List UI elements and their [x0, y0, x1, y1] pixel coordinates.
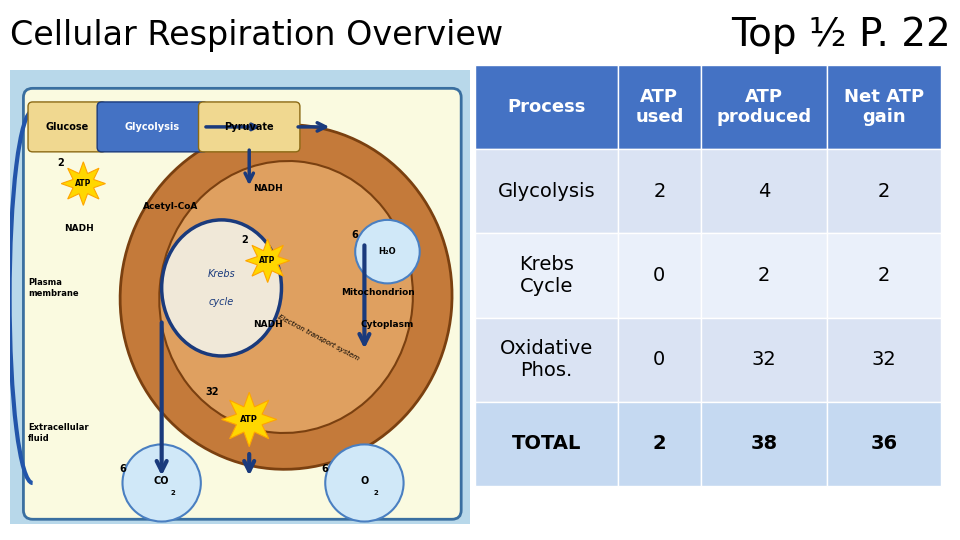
- Text: ATP: ATP: [75, 179, 91, 188]
- Text: Cytoplasm: Cytoplasm: [361, 320, 414, 329]
- FancyBboxPatch shape: [827, 233, 941, 318]
- Text: Krebs
Cycle: Krebs Cycle: [519, 255, 574, 296]
- Ellipse shape: [120, 125, 452, 469]
- Text: 38: 38: [751, 434, 778, 454]
- FancyBboxPatch shape: [701, 149, 827, 233]
- Text: CO: CO: [154, 476, 169, 485]
- Text: Mitochondrion: Mitochondrion: [342, 288, 415, 297]
- Text: 6: 6: [351, 231, 358, 240]
- FancyBboxPatch shape: [475, 233, 618, 318]
- FancyBboxPatch shape: [701, 402, 827, 486]
- FancyBboxPatch shape: [618, 233, 701, 318]
- Text: NADH: NADH: [252, 184, 282, 193]
- FancyBboxPatch shape: [827, 402, 941, 486]
- Text: 32: 32: [205, 387, 219, 397]
- Text: O: O: [360, 476, 369, 485]
- FancyBboxPatch shape: [701, 65, 827, 149]
- FancyBboxPatch shape: [701, 318, 827, 402]
- Text: ATP: ATP: [240, 415, 258, 424]
- Text: Extracellular
fluid: Extracellular fluid: [28, 423, 88, 443]
- Text: 2: 2: [877, 181, 890, 201]
- FancyBboxPatch shape: [475, 149, 618, 233]
- Text: 4: 4: [757, 181, 770, 201]
- Circle shape: [123, 444, 201, 522]
- Text: TOTAL: TOTAL: [512, 434, 581, 454]
- FancyBboxPatch shape: [5, 66, 475, 528]
- Polygon shape: [222, 392, 276, 447]
- Text: Cellular Respiration Overview: Cellular Respiration Overview: [10, 18, 503, 52]
- FancyBboxPatch shape: [827, 318, 941, 402]
- Text: Glycolysis: Glycolysis: [125, 122, 180, 132]
- FancyBboxPatch shape: [618, 402, 701, 486]
- Polygon shape: [61, 162, 106, 205]
- Text: 2: 2: [241, 235, 248, 245]
- Text: Oxidative
Phos.: Oxidative Phos.: [500, 339, 593, 380]
- Text: 2: 2: [757, 266, 770, 285]
- Polygon shape: [246, 239, 290, 282]
- FancyBboxPatch shape: [475, 318, 618, 402]
- FancyBboxPatch shape: [701, 233, 827, 318]
- Text: Plasma
membrane: Plasma membrane: [28, 278, 79, 298]
- Text: 32: 32: [752, 350, 777, 369]
- Text: Electron transport system: Electron transport system: [276, 314, 360, 362]
- Text: Glycolysis: Glycolysis: [497, 181, 595, 201]
- Text: 32: 32: [872, 350, 897, 369]
- Text: 36: 36: [871, 434, 898, 454]
- Text: 2: 2: [57, 158, 63, 168]
- Text: 0: 0: [653, 350, 665, 369]
- Text: 6: 6: [119, 464, 126, 474]
- Text: NADH: NADH: [64, 225, 93, 233]
- Text: ATP: ATP: [259, 256, 276, 265]
- Text: 2: 2: [171, 490, 176, 496]
- FancyBboxPatch shape: [618, 318, 701, 402]
- Text: 2: 2: [373, 490, 378, 496]
- Text: ATP
produced: ATP produced: [716, 87, 811, 126]
- Text: 6: 6: [321, 464, 327, 474]
- Text: Glucose: Glucose: [45, 122, 89, 132]
- FancyBboxPatch shape: [618, 149, 701, 233]
- FancyBboxPatch shape: [28, 102, 107, 152]
- FancyBboxPatch shape: [23, 89, 461, 519]
- Circle shape: [325, 444, 403, 522]
- FancyBboxPatch shape: [827, 65, 941, 149]
- FancyBboxPatch shape: [618, 65, 701, 149]
- Circle shape: [355, 220, 420, 284]
- FancyBboxPatch shape: [475, 402, 618, 486]
- Text: ATP
used: ATP used: [636, 87, 684, 126]
- Text: 2: 2: [877, 266, 890, 285]
- FancyBboxPatch shape: [827, 149, 941, 233]
- FancyBboxPatch shape: [475, 65, 618, 149]
- Ellipse shape: [161, 220, 281, 356]
- FancyBboxPatch shape: [199, 102, 300, 152]
- Text: Krebs: Krebs: [207, 269, 235, 279]
- Text: NADH: NADH: [252, 320, 282, 329]
- Text: Pyruvate: Pyruvate: [225, 122, 274, 132]
- Text: Acetyl-CoA: Acetyl-CoA: [143, 202, 199, 211]
- Ellipse shape: [159, 161, 413, 433]
- Text: H₂O: H₂O: [378, 247, 396, 256]
- Text: 2: 2: [653, 181, 665, 201]
- FancyBboxPatch shape: [97, 102, 207, 152]
- Text: 0: 0: [653, 266, 665, 285]
- Text: Net ATP
gain: Net ATP gain: [844, 87, 924, 126]
- Text: cycle: cycle: [209, 296, 234, 307]
- Text: Process: Process: [507, 98, 586, 116]
- Text: Top ½ P. 22: Top ½ P. 22: [731, 16, 950, 54]
- Text: 2: 2: [653, 434, 666, 454]
